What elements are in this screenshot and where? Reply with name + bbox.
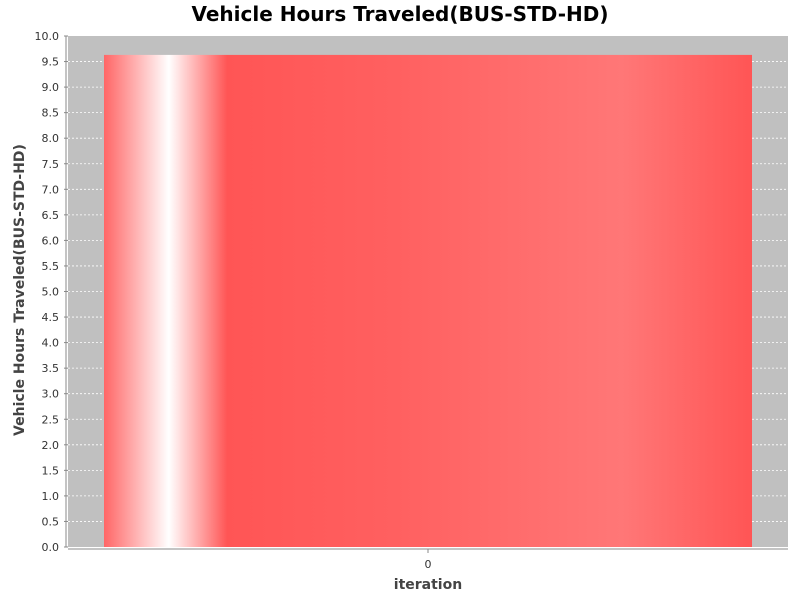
y-tick-label: 9.5	[42, 56, 60, 69]
y-tick-label: 3.5	[42, 362, 60, 375]
y-tick-label: 2.0	[42, 439, 60, 452]
y-tick-label: 6.5	[42, 209, 60, 222]
y-tick-label: 2.5	[42, 413, 60, 426]
y-tick-label: 1.0	[42, 490, 60, 503]
y-tick-label: 6.0	[42, 234, 60, 247]
y-tick-label: 4.0	[42, 337, 60, 350]
x-tick-label: 0	[425, 558, 432, 571]
y-tick-label: 5.0	[42, 286, 60, 299]
y-tick-label: 10.0	[35, 30, 60, 43]
y-tick-label: 5.5	[42, 260, 60, 273]
y-tick-label: 4.5	[42, 311, 60, 324]
x-axis-label: iteration	[393, 577, 463, 593]
bar	[104, 54, 752, 547]
chart-title: Vehicle Hours Traveled(BUS-STD-HD)	[191, 2, 609, 26]
y-tick-label: 7.5	[42, 158, 60, 171]
y-tick-label: 7.0	[42, 183, 60, 196]
y-tick-label: 8.0	[42, 132, 60, 145]
y-tick-label: 1.5	[42, 464, 60, 477]
y-tick-label: 0.5	[42, 515, 60, 528]
y-tick-label: 8.5	[42, 107, 60, 120]
y-tick-label: 0.0	[42, 541, 60, 554]
y-tick-label: 3.0	[42, 388, 60, 401]
y-tick-label: 9.0	[42, 81, 60, 94]
